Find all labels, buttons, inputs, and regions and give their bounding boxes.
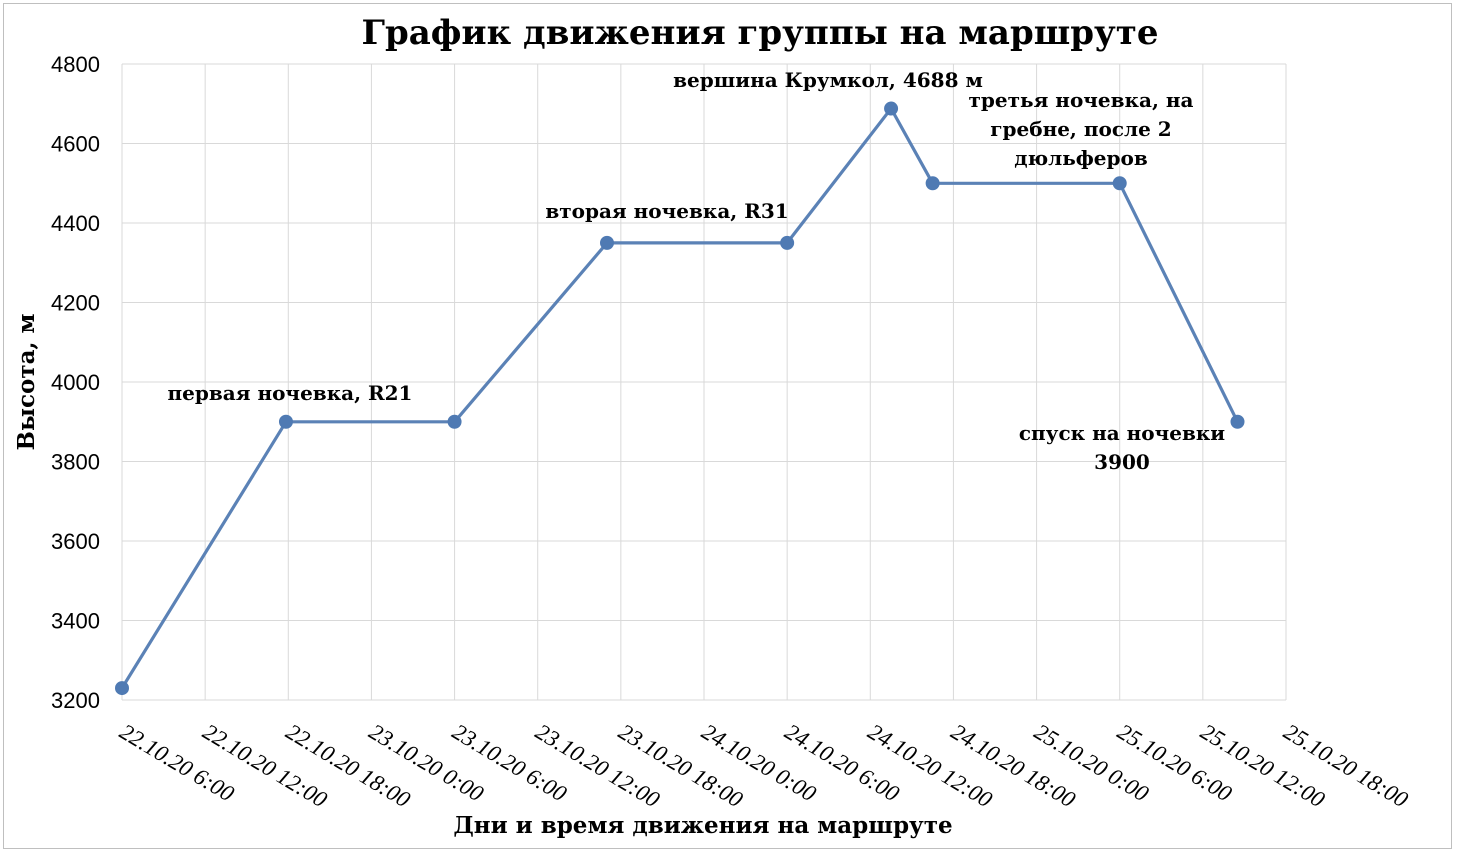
data-point <box>1230 414 1245 429</box>
y-tick-label: 4200 <box>51 291 100 316</box>
y-tick-label: 4400 <box>51 211 100 236</box>
y-tick-label: 4000 <box>51 370 100 395</box>
series-layer <box>115 101 1245 696</box>
x-axis-title: Дни и время движения на маршруте <box>453 812 952 839</box>
data-point <box>1112 176 1127 191</box>
y-tick-label: 4600 <box>51 132 100 157</box>
annotation-label: первая ночевка, R21 <box>168 381 413 405</box>
y-tick-label: 3600 <box>51 529 100 554</box>
annotation-label: дюльферов <box>1014 146 1148 170</box>
annotation-label: спуск на ночевки <box>1019 421 1225 445</box>
y-tick-label: 3400 <box>51 609 100 634</box>
data-point <box>447 414 462 429</box>
annotation-label: вторая ночевка, R31 <box>545 199 788 223</box>
y-axis-title: Высота, м <box>13 313 40 450</box>
y-tick-label: 4800 <box>51 52 100 77</box>
chart-title: График движения группы на маршруте <box>361 13 1158 53</box>
y-tick-label: 3800 <box>51 450 100 475</box>
data-point <box>600 235 614 250</box>
data-point <box>278 414 293 429</box>
annotation-label: третья ночевка, на <box>969 88 1194 112</box>
gridlines <box>121 63 1287 701</box>
data-point <box>925 176 940 191</box>
data-point <box>115 681 129 696</box>
data-point <box>884 101 899 116</box>
data-point <box>780 235 795 250</box>
annotation-label: гребне, после 2 <box>990 117 1171 141</box>
y-axis-ticks: 3200 3400 3600 3800 4000 4200 4400 4600 4800 <box>51 52 100 713</box>
annotation-label: вершина Крумкол, 4688 м <box>673 68 983 92</box>
annotations: первая ночевка, R21 вторая ночевка, R31 ве… <box>168 68 1226 474</box>
annotation-label: 3900 <box>1094 450 1150 474</box>
y-tick-label: 3200 <box>51 688 100 713</box>
